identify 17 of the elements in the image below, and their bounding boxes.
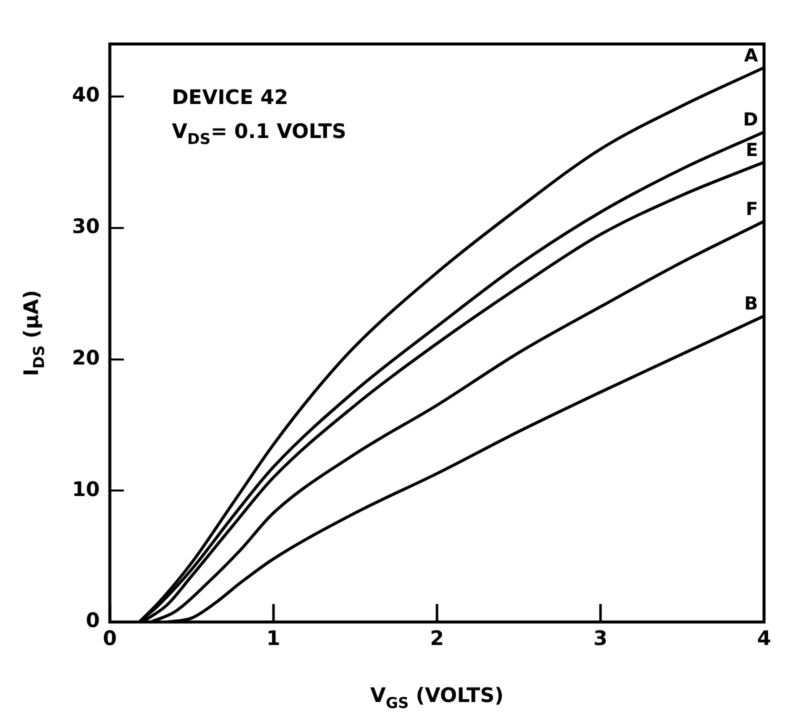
x-tick-label: 0: [102, 626, 117, 650]
series-label: A: [744, 45, 758, 66]
y-tick-label: 20: [72, 345, 100, 370]
x-tick-label: 3: [594, 626, 608, 650]
x-tick-label: 1: [266, 626, 280, 650]
series-label: F: [746, 199, 758, 220]
x-tick-label: 2: [430, 626, 444, 650]
y-tick-label: 40: [72, 82, 100, 107]
y-tick-label: 0: [86, 608, 100, 632]
series-label: E: [746, 140, 758, 161]
y-tick-label: 30: [72, 214, 100, 238]
y-axis-title: IDS (μA): [19, 290, 48, 376]
annotation: DEVICE 42: [172, 85, 288, 109]
y-tick-label: 10: [72, 476, 100, 501]
series-label: B: [744, 294, 758, 315]
x-tick-label: 4: [757, 626, 772, 650]
series-label: D: [743, 110, 758, 131]
